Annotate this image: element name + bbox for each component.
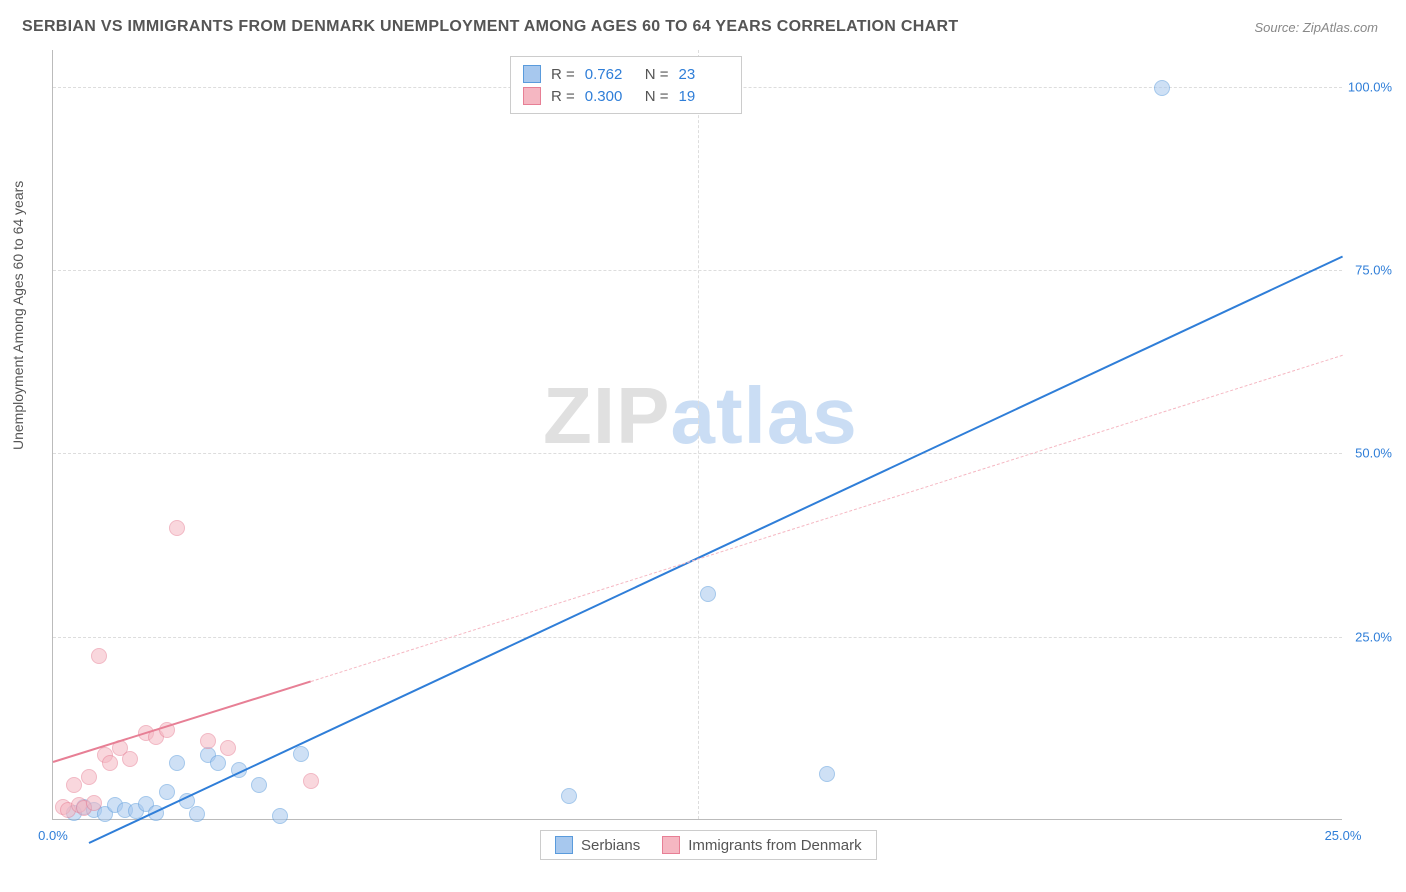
- trend-line: [89, 255, 1344, 843]
- y-tick-label: 75.0%: [1347, 263, 1392, 278]
- trend-line: [311, 354, 1343, 681]
- legend-r-value: 0.762: [585, 66, 635, 83]
- legend-swatch: [662, 836, 680, 854]
- trend-line: [53, 681, 312, 764]
- gridline-v: [698, 50, 699, 819]
- data-point: [303, 773, 319, 789]
- legend-n-value: 23: [679, 66, 729, 83]
- legend-item: Immigrants from Denmark: [662, 836, 861, 854]
- data-point: [102, 755, 118, 771]
- watermark: ZIPatlas: [543, 370, 858, 462]
- legend-row: R = 0.300 N = 19: [523, 85, 729, 107]
- data-point: [169, 755, 185, 771]
- y-axis-label: Unemployment Among Ages 60 to 64 years: [10, 181, 26, 450]
- data-point: [251, 777, 267, 793]
- legend-swatch: [555, 836, 573, 854]
- legend-swatch: [523, 87, 541, 105]
- series-legend: Serbians Immigrants from Denmark: [540, 830, 877, 860]
- scatter-plot: ZIPatlas 25.0%50.0%75.0%100.0%0.0%25.0%: [52, 50, 1342, 820]
- watermark-pre: ZIP: [543, 371, 670, 460]
- legend-n-label: N =: [645, 66, 669, 83]
- data-point: [86, 795, 102, 811]
- data-point: [220, 740, 236, 756]
- data-point: [66, 777, 82, 793]
- data-point: [210, 755, 226, 771]
- legend-r-label: R =: [551, 88, 575, 105]
- data-point: [293, 746, 309, 762]
- legend-label: Immigrants from Denmark: [688, 837, 861, 854]
- legend-n-value: 19: [679, 88, 729, 105]
- legend-label: Serbians: [581, 837, 640, 854]
- data-point: [200, 733, 216, 749]
- data-point: [700, 586, 716, 602]
- data-point: [1154, 80, 1170, 96]
- data-point: [122, 751, 138, 767]
- x-tick-label: 0.0%: [38, 828, 68, 843]
- data-point: [561, 788, 577, 804]
- y-tick-label: 50.0%: [1347, 446, 1392, 461]
- data-point: [272, 808, 288, 824]
- legend-n-label: N =: [645, 88, 669, 105]
- y-tick-label: 25.0%: [1347, 629, 1392, 644]
- y-tick-label: 100.0%: [1347, 79, 1392, 94]
- legend-row: R = 0.762 N = 23: [523, 63, 729, 85]
- legend-r-value: 0.300: [585, 88, 635, 105]
- data-point: [819, 766, 835, 782]
- legend-r-label: R =: [551, 66, 575, 83]
- data-point: [91, 648, 107, 664]
- x-tick-label: 25.0%: [1325, 828, 1362, 843]
- chart-title: SERBIAN VS IMMIGRANTS FROM DENMARK UNEMP…: [22, 18, 958, 36]
- legend-item: Serbians: [555, 836, 640, 854]
- correlation-legend: R = 0.762 N = 23 R = 0.300 N = 19: [510, 56, 742, 114]
- source-label: Source: ZipAtlas.com: [1254, 20, 1378, 35]
- data-point: [189, 806, 205, 822]
- legend-swatch: [523, 65, 541, 83]
- data-point: [159, 784, 175, 800]
- data-point: [169, 520, 185, 536]
- data-point: [81, 769, 97, 785]
